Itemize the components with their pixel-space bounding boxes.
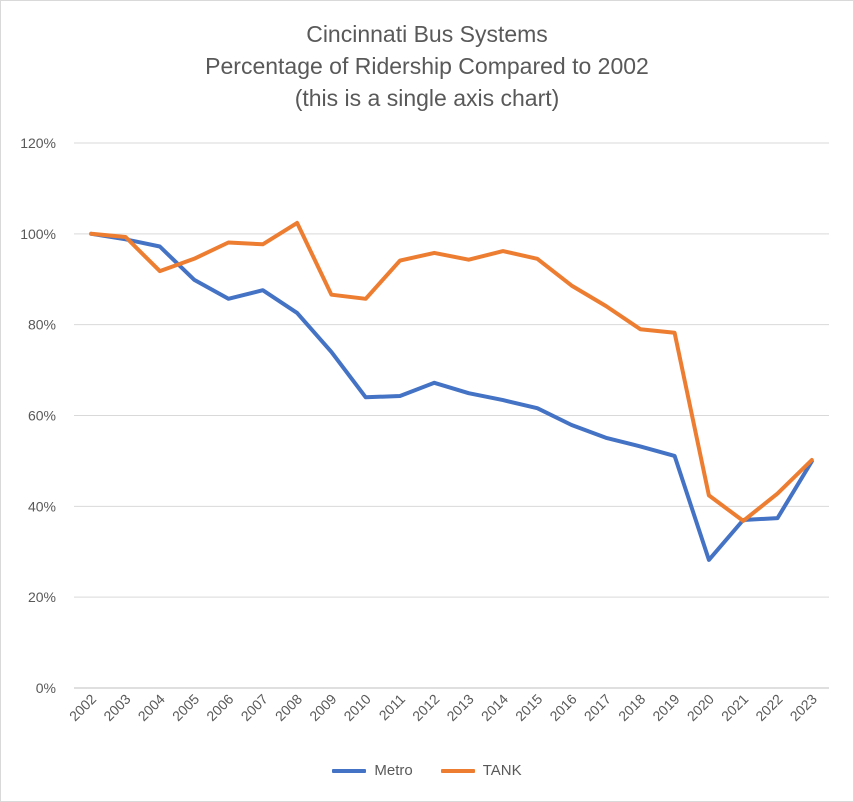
chart-title: Cincinnati Bus Systems Percentage of Rid… <box>0 18 854 114</box>
x-tick-label: 2008 <box>272 691 305 724</box>
legend-item-metro: Metro <box>332 762 413 779</box>
legend-label-metro: Metro <box>374 762 413 779</box>
x-tick-label: 2023 <box>787 691 820 724</box>
y-tick-label: 20% <box>28 589 56 605</box>
x-tick-label: 2010 <box>340 691 373 724</box>
x-tick-label: 2012 <box>409 691 442 724</box>
series-line-tank <box>89 220 814 523</box>
x-tick-label: 2018 <box>615 691 648 724</box>
y-tick-label: 0% <box>36 680 56 696</box>
x-tick-label: 2015 <box>512 691 545 724</box>
chart-title-line-2: Percentage of Ridership Compared to 2002 <box>205 53 649 79</box>
legend-label-tank: TANK <box>482 762 522 779</box>
x-tick-label: 2003 <box>100 691 133 724</box>
x-tick-label: 2014 <box>478 691 511 724</box>
chart-title-line-1: Cincinnati Bus Systems <box>306 21 548 47</box>
legend-item-tank: TANK <box>440 762 522 779</box>
x-tick-label: 2019 <box>649 691 682 724</box>
x-tick-label: 2009 <box>306 691 339 724</box>
y-tick-label: 120% <box>20 135 56 151</box>
x-tick-label: 2022 <box>752 691 785 724</box>
legend-swatch-metro <box>332 768 367 773</box>
x-tick-label: 2006 <box>203 691 236 724</box>
x-tick-label: 2011 <box>376 691 409 724</box>
x-tick-label: 2017 <box>581 691 614 724</box>
x-tick-label: 2004 <box>135 691 168 724</box>
y-tick-label: 60% <box>28 408 56 424</box>
legend-swatch-tank <box>440 768 475 773</box>
chart-title-line-3: (this is a single axis chart) <box>294 85 560 111</box>
x-tick-label: 2021 <box>718 691 751 724</box>
legend: Metro TANK <box>0 762 854 779</box>
y-tick-label: 80% <box>28 317 56 333</box>
x-tick-label: 2007 <box>238 691 271 724</box>
x-tick-label: 2013 <box>443 691 476 724</box>
x-tick-label: 2020 <box>684 691 717 724</box>
y-tick-label: 100% <box>20 226 56 242</box>
x-tick-label: 2002 <box>66 691 99 724</box>
x-tick-label: 2005 <box>169 691 202 724</box>
x-tick-label: 2016 <box>546 691 579 724</box>
y-tick-label: 40% <box>28 498 56 514</box>
series-line-metro <box>89 231 814 562</box>
